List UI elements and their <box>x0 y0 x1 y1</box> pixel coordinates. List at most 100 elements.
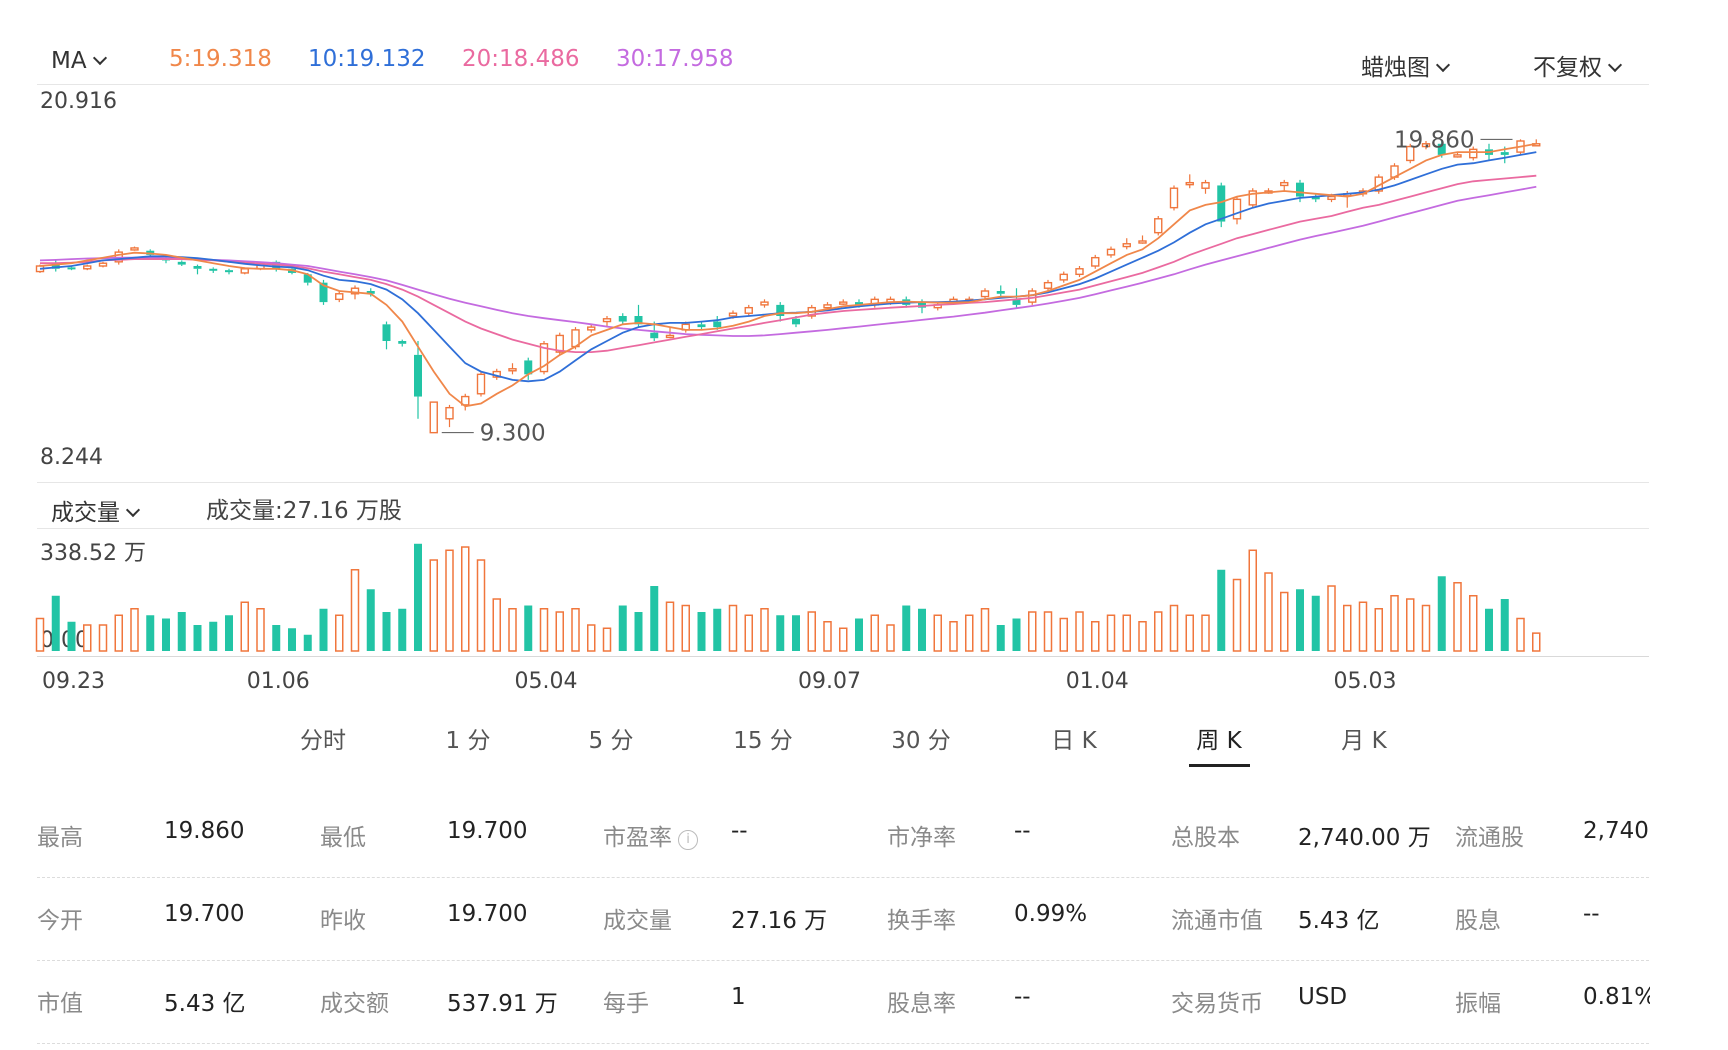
stat-value: USD <box>1298 984 1348 1010</box>
adjust-label: 不复权 <box>1533 55 1602 81</box>
candle-body <box>414 354 422 397</box>
stat-label: 成交量 <box>603 908 672 934</box>
stat-label: 换手率 <box>887 908 956 934</box>
tab-minute[interactable]: 分时 <box>300 728 346 754</box>
low-marker-label: 9.300 <box>480 421 546 447</box>
price-volume-divider <box>37 482 1649 483</box>
volume-bar <box>177 612 186 651</box>
info-icon[interactable]: i <box>678 830 698 850</box>
x-tick-label: 01.04 <box>1066 669 1129 694</box>
volume-selector[interactable]: 成交量 <box>51 493 141 527</box>
candle-body <box>792 318 800 325</box>
candle-body <box>1453 154 1462 158</box>
volume-bar <box>1311 595 1320 651</box>
volume-bar <box>445 549 454 652</box>
candle-body <box>587 326 596 331</box>
volume-bar <box>1343 604 1352 652</box>
volume-bar <box>792 615 800 651</box>
stat-label: 流通股 <box>1455 825 1524 851</box>
candle-body <box>209 268 218 271</box>
volume-bar <box>1421 604 1431 652</box>
candle-body <box>1500 152 1509 155</box>
candle-body <box>697 324 706 328</box>
candle-body <box>1217 185 1226 222</box>
volume-bar <box>697 612 706 651</box>
candle-body <box>335 293 344 301</box>
candle-body <box>177 261 186 265</box>
candle-body <box>429 401 438 434</box>
volume-bar <box>1248 549 1257 652</box>
candle-body <box>445 406 454 420</box>
volume-axis-max: 338.52 万 <box>40 541 146 566</box>
volume-bar <box>114 614 123 652</box>
volume-bar <box>902 605 911 651</box>
volume-bar <box>508 608 517 652</box>
stat-label: 最高 <box>37 825 83 851</box>
stat-label: 市净率 <box>887 825 956 851</box>
candle-body <box>980 290 990 298</box>
ma30-line <box>39 185 1537 337</box>
ma-selector[interactable]: MA <box>51 48 107 74</box>
volume-bar <box>240 601 249 652</box>
stat-value: 2,740.00 万 <box>1298 825 1431 851</box>
tab-weekly[interactable]: 周 K <box>1196 728 1242 754</box>
volume-bar <box>1485 608 1493 651</box>
volume-bar <box>1154 611 1163 652</box>
candle-body <box>240 268 249 274</box>
volume-readout: 成交量:27.16 万股 <box>206 498 402 524</box>
candle-body <box>665 334 675 339</box>
candle-body <box>1138 240 1147 244</box>
volume-bar <box>933 614 942 652</box>
timeframe-tabs: 分时 1 分 5 分 15 分 30 分 日 K 周 K 月 K <box>0 721 1728 767</box>
volume-bar <box>67 621 76 651</box>
volume-bar <box>1374 608 1383 652</box>
volume-bar <box>918 608 926 651</box>
candle-body <box>728 312 738 317</box>
stat-value: 19.700 <box>164 901 245 927</box>
tab-30min[interactable]: 30 分 <box>891 728 951 754</box>
chart-type-dropdown[interactable]: 蜡烛图 <box>1361 48 1451 82</box>
volume-bar <box>728 604 738 652</box>
volume-bar <box>350 569 360 652</box>
candle-body <box>1296 182 1304 197</box>
volume-bar <box>665 601 675 652</box>
volume-bar <box>335 614 344 652</box>
volume-bar <box>1169 604 1179 652</box>
candle-body <box>713 321 722 328</box>
candle-body <box>1059 273 1068 281</box>
volume-bar <box>461 546 470 652</box>
volume-bar <box>51 595 60 651</box>
candle-body <box>1169 187 1179 209</box>
candle-body <box>1280 181 1289 187</box>
volume-bar <box>1217 569 1226 651</box>
candle-body <box>1043 281 1053 289</box>
volume-bar <box>1201 614 1210 652</box>
volume-bar <box>949 621 958 652</box>
stat-value: -- <box>1014 818 1031 844</box>
tab-daily[interactable]: 日 K <box>1051 728 1097 754</box>
volume-bar <box>414 543 422 651</box>
stat-label: 流通市值 <box>1171 908 1263 934</box>
tab-5min[interactable]: 5 分 <box>588 728 634 754</box>
stat-value: 2,740. <box>1583 818 1650 844</box>
stat-value: 19.700 <box>447 901 528 927</box>
x-tick-label: 05.03 <box>1334 669 1397 694</box>
stat-label: 股息率 <box>887 991 956 1017</box>
candle-body <box>918 302 926 308</box>
adjust-dropdown[interactable]: 不复权 <box>1533 48 1623 82</box>
candlestick-chart[interactable]: 19.860 9.300 09.23 01.06 05.04 09.07 01.04 05.0… <box>0 0 1728 700</box>
volume-bar <box>1500 599 1509 651</box>
volume-bar <box>398 608 407 651</box>
volume-bar <box>980 608 990 652</box>
volume-bar <box>1390 595 1399 652</box>
stat-label: 交易货币 <box>1171 991 1263 1017</box>
stat-label: 最低 <box>320 825 366 851</box>
volume-bar <box>319 608 328 651</box>
volume-bar <box>288 628 296 651</box>
tab-15min[interactable]: 15 分 <box>733 728 793 754</box>
volume-bar <box>209 621 218 651</box>
tab-monthly[interactable]: 月 K <box>1341 728 1387 754</box>
candle-body <box>539 343 549 373</box>
tab-1min[interactable]: 1 分 <box>445 728 491 754</box>
volume-bar <box>760 608 769 652</box>
